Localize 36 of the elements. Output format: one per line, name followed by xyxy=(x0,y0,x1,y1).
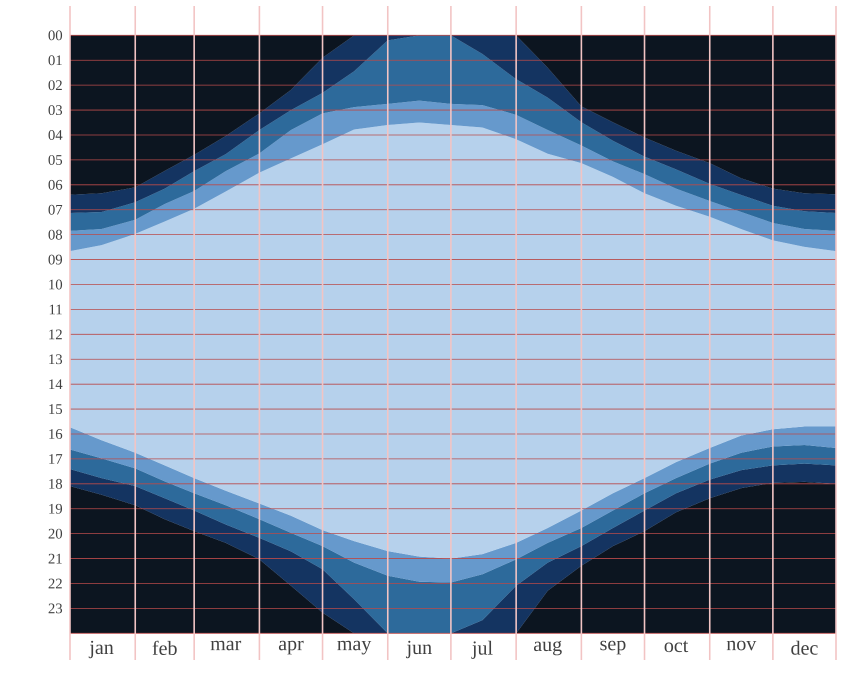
y-tick-label: 13 xyxy=(49,354,62,364)
y-tick-label: 04 xyxy=(48,130,62,140)
y-tick-label: 21 xyxy=(48,554,62,564)
y-tick-label: 09 xyxy=(48,254,62,264)
y-tick-label: 15 xyxy=(49,404,62,414)
y-tick-label: 10 xyxy=(49,279,62,290)
x-tick-label: feb xyxy=(152,640,177,655)
y-tick-label: 19 xyxy=(49,504,62,514)
y-tick-label: 01 xyxy=(48,55,62,66)
y-tick-label: 11 xyxy=(50,304,62,314)
x-tick-label: aug xyxy=(534,640,562,656)
y-tick-label: 17 xyxy=(49,454,62,464)
x-tick-label: jun xyxy=(406,640,432,658)
y-tick-label: 23 xyxy=(48,603,62,614)
y-tick-label: 18 xyxy=(49,478,62,489)
x-tick-label: mar xyxy=(210,640,242,650)
y-tick-label: 06 xyxy=(48,180,62,190)
y-tick-label: 07 xyxy=(48,204,62,215)
y-tick-label: 03 xyxy=(48,104,62,115)
x-tick-label: may xyxy=(337,640,372,654)
x-tick-label: jul xyxy=(471,640,493,659)
y-tick-label: 20 xyxy=(48,528,62,538)
y-tick-label: 05 xyxy=(48,154,62,165)
y-tick-label: 08 xyxy=(48,230,62,240)
x-tick-label: sep xyxy=(600,640,626,654)
x-tick-label: oct xyxy=(664,640,688,652)
x-tick-label: apr xyxy=(278,640,304,654)
y-tick-label: 14 xyxy=(49,379,62,389)
x-tick-label: dec xyxy=(791,640,818,655)
y-tick-label: 12 xyxy=(49,329,62,340)
x-tick-label: jan xyxy=(88,640,114,658)
y-tick-label: 16 xyxy=(49,428,62,439)
y-tick-label: 02 xyxy=(48,80,62,90)
x-tick-label: nov xyxy=(726,640,756,650)
y-tick-label: 00 xyxy=(48,30,62,40)
y-tick-label: 22 xyxy=(48,578,62,588)
